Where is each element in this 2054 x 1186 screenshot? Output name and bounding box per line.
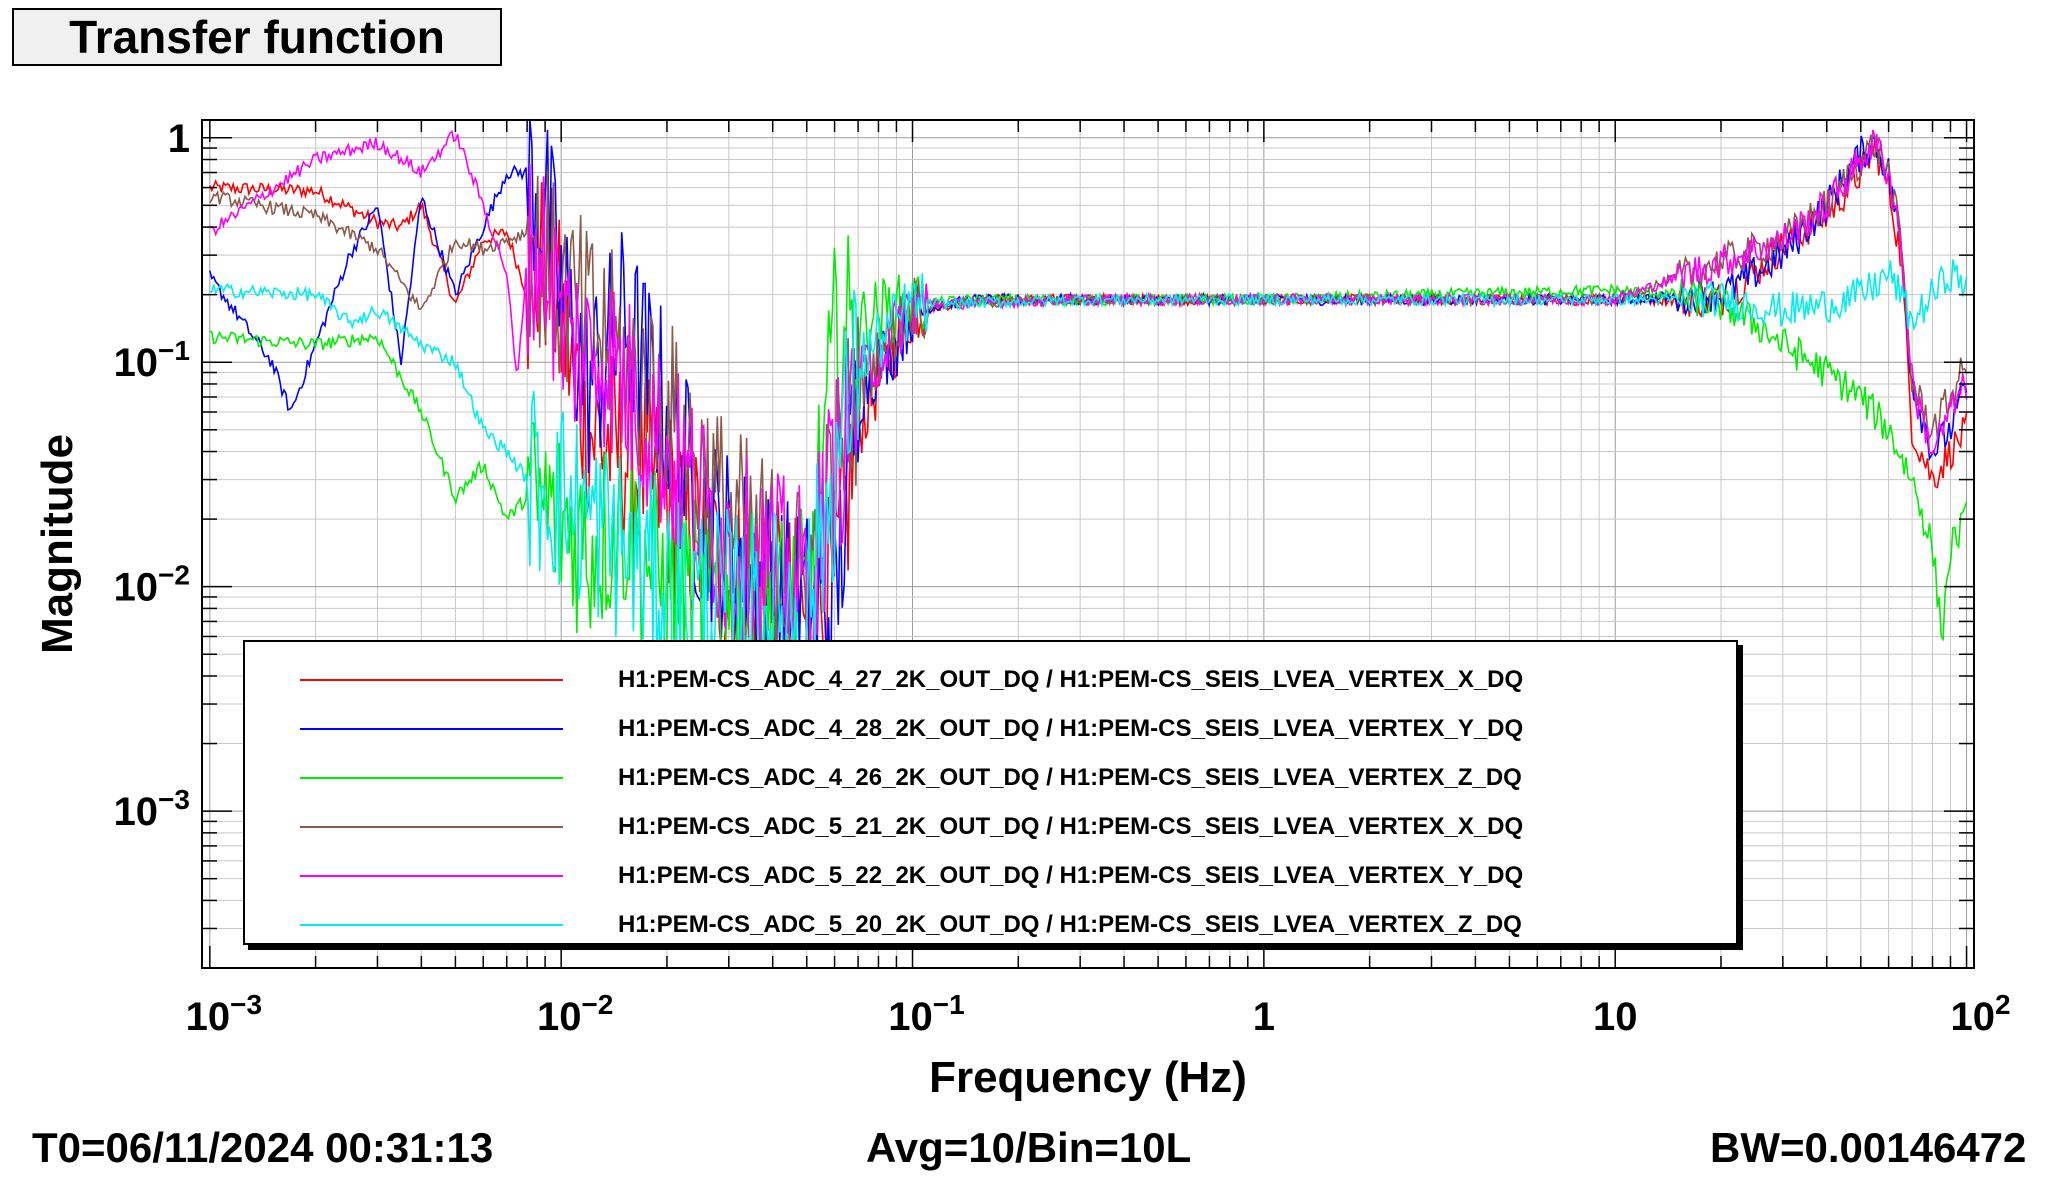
- legend-item: H1:PEM-CS_ADC_4_27_2K_OUT_DQ / H1:PEM-CS…: [245, 660, 1736, 700]
- legend-item: H1:PEM-CS_ADC_5_21_2K_OUT_DQ / H1:PEM-CS…: [245, 807, 1736, 847]
- legend-label: H1:PEM-CS_ADC_4_26_2K_OUT_DQ / H1:PEM-CS…: [618, 764, 1522, 791]
- legend-label: H1:PEM-CS_ADC_5_20_2K_OUT_DQ / H1:PEM-CS…: [618, 911, 1522, 938]
- legend: H1:PEM-CS_ADC_4_27_2K_OUT_DQ / H1:PEM-CS…: [243, 640, 1738, 945]
- x-tick-label: 10−3: [186, 989, 262, 1039]
- legend-swatch: [300, 728, 563, 730]
- legend-item: H1:PEM-CS_ADC_5_22_2K_OUT_DQ / H1:PEM-CS…: [245, 856, 1736, 896]
- y-tick-label: 10−1: [114, 335, 190, 385]
- y-tick-label: 10−2: [114, 560, 190, 610]
- legend-swatch: [300, 826, 563, 828]
- axis-ticks: [202, 120, 1974, 969]
- series-line-5: [209, 129, 1968, 666]
- x-tick-label: 10−1: [888, 989, 964, 1039]
- x-tick-label: 102: [1951, 989, 2011, 1039]
- x-tick-label: 10: [1593, 995, 1638, 1039]
- legend-label: H1:PEM-CS_ADC_4_28_2K_OUT_DQ / H1:PEM-CS…: [618, 715, 1524, 742]
- series-line-3: [209, 235, 1968, 710]
- legend-label: H1:PEM-CS_ADC_5_22_2K_OUT_DQ / H1:PEM-CS…: [618, 862, 1524, 889]
- legend-swatch: [300, 679, 563, 681]
- legend-item: H1:PEM-CS_ADC_4_26_2K_OUT_DQ / H1:PEM-CS…: [245, 758, 1736, 798]
- chart-title: Transfer function: [69, 11, 445, 63]
- x-axis-title: Frequency (Hz): [929, 1053, 1247, 1102]
- legend-swatch: [300, 875, 563, 877]
- legend-label: H1:PEM-CS_ADC_4_27_2K_OUT_DQ / H1:PEM-CS…: [618, 666, 1524, 693]
- y-axis-title: Magnitude: [33, 434, 82, 654]
- x-tick-label: 1: [1253, 995, 1275, 1039]
- footer-avg: Avg=10/Bin=10L: [866, 1124, 1192, 1171]
- legend-swatch: [300, 924, 563, 926]
- title-box: Transfer function: [12, 8, 502, 66]
- y-tick-label: 10−3: [114, 784, 190, 834]
- footer-bw: BW=0.00146472: [1710, 1124, 2027, 1171]
- y-tick-label: 1: [168, 117, 190, 161]
- series-line-6: [209, 259, 1968, 709]
- plot-frame: [201, 119, 1975, 969]
- x-tick-label: 10−2: [537, 989, 613, 1039]
- series-lines: [209, 120, 1968, 710]
- legend-swatch: [300, 777, 563, 779]
- legend-label: H1:PEM-CS_ADC_5_21_2K_OUT_DQ / H1:PEM-CS…: [618, 813, 1524, 840]
- tick-labels: 10−3 10−2 10−1 1 10 102 1 10−1 10−2 10−3: [114, 117, 2011, 1039]
- footer-t0: T0=06/11/2024 00:31:13: [32, 1124, 494, 1171]
- legend-item: H1:PEM-CS_ADC_5_20_2K_OUT_DQ / H1:PEM-CS…: [245, 905, 1736, 945]
- legend-item: H1:PEM-CS_ADC_4_28_2K_OUT_DQ / H1:PEM-CS…: [245, 709, 1736, 749]
